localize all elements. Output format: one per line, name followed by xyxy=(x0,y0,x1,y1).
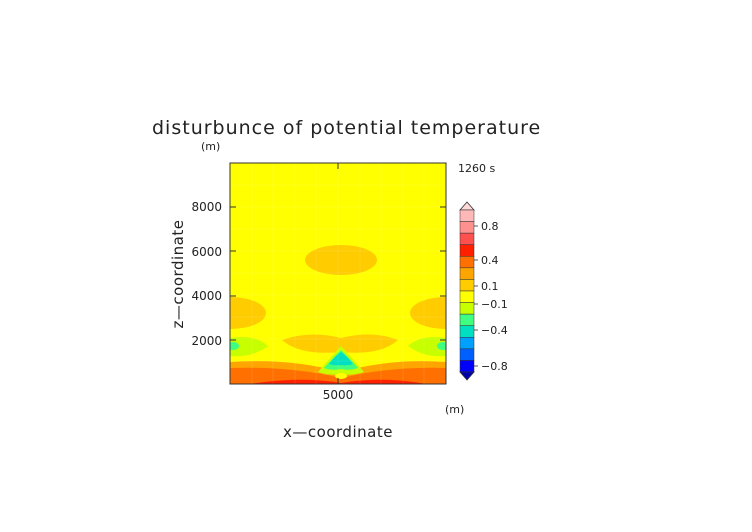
y-tick-label: 6000 xyxy=(191,245,222,259)
x-unit-label: (m) xyxy=(445,403,464,416)
colorbar-label: −0.8 xyxy=(481,360,508,373)
colorbar-label: 0.4 xyxy=(481,254,499,267)
upper-warm-lobe xyxy=(305,245,377,275)
colorbar-overflow-arrow xyxy=(459,201,475,211)
colorbar-segment xyxy=(459,256,475,269)
colorbar-segment xyxy=(459,325,475,338)
left-cold-pocket xyxy=(230,337,268,357)
colorbar-segment xyxy=(459,337,475,350)
right-cold-pocket xyxy=(408,337,446,357)
x-axis-label: x—coordinate xyxy=(283,423,393,441)
colorbar-segment xyxy=(459,348,475,361)
y-axis xyxy=(230,163,446,384)
colorbar-segment xyxy=(459,221,475,234)
colorbar-segment xyxy=(459,244,475,257)
colorbar-segment xyxy=(459,232,475,245)
right-warm-lobe xyxy=(410,297,446,329)
colorbar-segment xyxy=(459,313,475,326)
colorbar-label: 0.1 xyxy=(481,280,499,293)
colorbar xyxy=(459,201,478,381)
y-tick-label: 8000 xyxy=(191,200,222,214)
colorbar-label: 0.8 xyxy=(481,220,499,233)
colorbar-label: −0.4 xyxy=(481,324,508,337)
y-tick-label: 4000 xyxy=(191,289,222,303)
time-label: 1260 s xyxy=(458,162,495,175)
colorbar-segment xyxy=(459,209,475,222)
left-warm-lobe xyxy=(230,297,266,329)
contour-field xyxy=(230,163,446,384)
colorbar-segment xyxy=(459,279,475,292)
colorbar-segment xyxy=(459,360,475,373)
colorbar-segment xyxy=(459,267,475,280)
colorbar-segment xyxy=(459,290,475,303)
chart-title: disturbunce of potential temperature xyxy=(152,117,541,139)
colorbar-label: −0.1 xyxy=(481,298,508,311)
central-warm-band xyxy=(282,334,398,353)
colorbar-underflow-arrow xyxy=(459,371,475,381)
colorbar-segment xyxy=(459,302,475,315)
y-tick-label: 2000 xyxy=(191,334,222,348)
y-axis-label: z—coordinate xyxy=(169,220,187,329)
y-unit-label: (m) xyxy=(201,140,220,153)
x-tick-label: 5000 xyxy=(323,388,354,402)
